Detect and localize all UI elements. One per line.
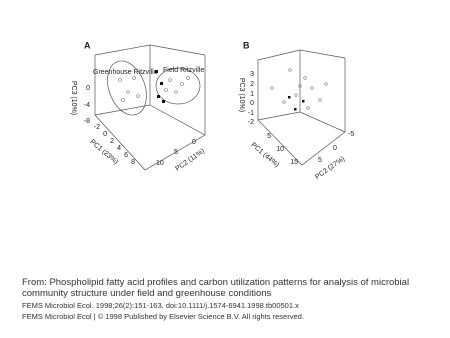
tick-label: 2 bbox=[250, 81, 254, 88]
axis-title: PC1 (23%) bbox=[88, 139, 119, 166]
axis-title: PC2 (11%) bbox=[174, 148, 206, 173]
annotation: Field Ritzville bbox=[163, 67, 204, 74]
tick-label: 10 bbox=[276, 146, 284, 153]
axis-title: PC3 (10%) bbox=[70, 81, 77, 115]
box-a bbox=[94, 44, 206, 171]
tick-label: -2 bbox=[94, 124, 100, 131]
tick-label: 0 bbox=[333, 145, 337, 152]
tick-label: -4 bbox=[84, 102, 90, 109]
points-b-filled bbox=[288, 96, 305, 111]
caption-copyright: FEMS Microbiol Ecol | © 1998 Published b… bbox=[22, 312, 304, 321]
tick-label: 4 bbox=[117, 145, 121, 152]
points-b bbox=[270, 68, 328, 110]
axis-title: PC3 (10%) bbox=[238, 78, 245, 112]
tick-label: 5 bbox=[174, 149, 178, 156]
tick-label: 0 bbox=[103, 131, 107, 138]
figure: A Greenhouse Ritzville Field Ritzville P… bbox=[70, 40, 354, 181]
tick-label: 0 bbox=[86, 85, 90, 92]
tick-label: 0 bbox=[192, 139, 196, 146]
tick-label: -1 bbox=[248, 110, 254, 117]
tick-label: 1 bbox=[250, 91, 254, 98]
tick-label: -8 bbox=[84, 118, 90, 125]
cluster-ellipse bbox=[155, 67, 201, 105]
tick-label: -5 bbox=[348, 131, 354, 138]
tick-label: 5 bbox=[318, 157, 322, 164]
caption-citation: FEMS Microbiol Ecol. 1998;26(2):151-163.… bbox=[22, 301, 299, 310]
annotation: Greenhouse Ritzville bbox=[93, 69, 158, 76]
tick-label: 6 bbox=[124, 152, 128, 159]
box-b bbox=[257, 49, 346, 166]
tick-label: -2 bbox=[248, 119, 254, 126]
tick-label: 2 bbox=[110, 138, 114, 145]
cluster-ellipse bbox=[107, 60, 147, 116]
points-a bbox=[118, 76, 190, 102]
tick-label: 5 bbox=[267, 133, 271, 140]
tick-label: 3 bbox=[250, 71, 254, 78]
tick-label: 8 bbox=[131, 159, 135, 166]
caption-from: From: Phospholipid fatty acid profiles a… bbox=[22, 277, 410, 299]
tick-label: 15 bbox=[290, 159, 298, 166]
tick-label: 0 bbox=[250, 100, 254, 107]
panel-label: B bbox=[243, 40, 250, 50]
points-a-filled bbox=[155, 70, 165, 103]
tick-label: 10 bbox=[156, 160, 164, 167]
panel-label: A bbox=[84, 40, 91, 50]
